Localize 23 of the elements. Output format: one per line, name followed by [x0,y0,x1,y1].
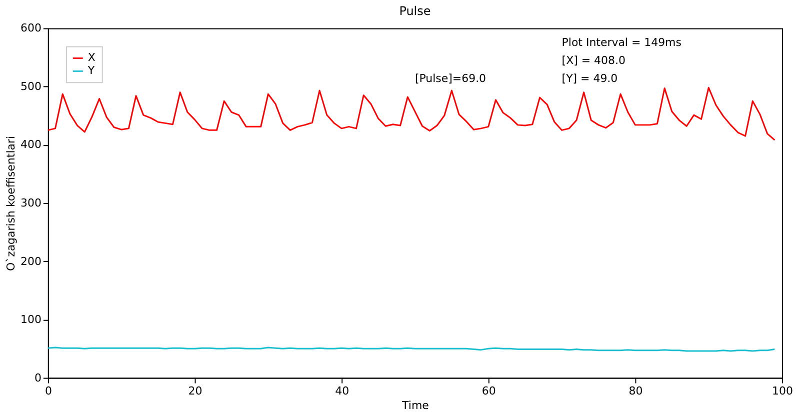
x-tick-label: 80 [628,384,643,398]
y-axis-title: O`zagarish koeffisentlari [4,136,18,272]
legend-label: Y [86,64,95,78]
legend-label: X [88,51,96,64]
line-series [47,86,776,141]
y-tick-label: 300 [20,196,42,210]
x-axis-title: Time [401,399,430,412]
x-tick-label: 100 [772,384,794,398]
chart-title: Pulse [399,4,431,18]
annotation: [X] = 408.0 [562,54,626,68]
annotation: [Pulse]=69.0 [414,72,486,86]
y-tick-label: 200 [20,254,42,268]
annotation: Plot Interval = 149ms [562,36,682,50]
x-tick-label: 20 [188,384,202,398]
y-tick-label: 0 [34,371,42,384]
y-tick-label: 500 [20,80,42,93]
x-tick-label: 40 [335,384,350,398]
annotation: [Y] = 49.0 [562,72,618,86]
y-tick-label: 400 [20,138,42,152]
x-tick-label: 60 [482,384,496,398]
x-tick-label: 0 [44,384,52,398]
y-tick-label: 600 [20,22,42,35]
y-tick-label: 100 [20,313,42,326]
